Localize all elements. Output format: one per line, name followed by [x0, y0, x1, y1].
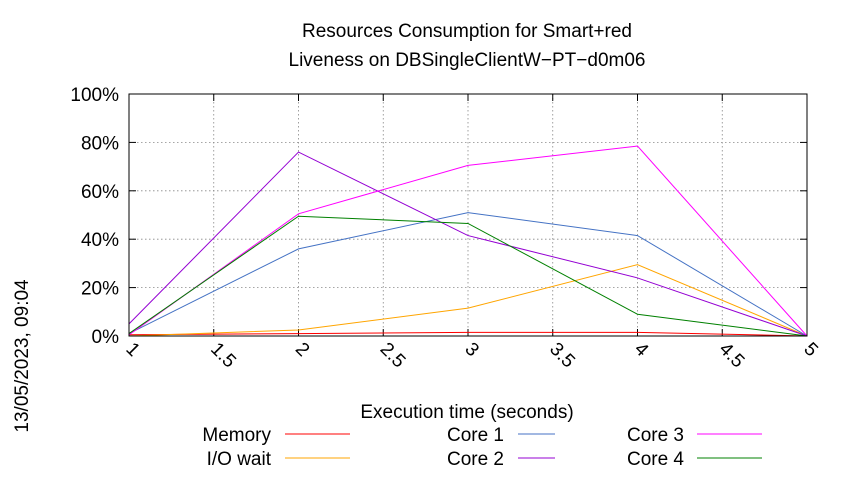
x-tick-label: 1: [121, 339, 143, 361]
x-tick-label: 3: [460, 339, 482, 361]
x-tick-label: 4.5: [715, 339, 749, 373]
grid: [129, 94, 807, 336]
legend-label-core-2: Core 2: [447, 449, 504, 470]
series-line-core-2: [128, 151, 808, 337]
x-tick-label: 2.5: [376, 339, 410, 373]
x-tick-label: 3.5: [545, 339, 579, 373]
y-tick-label: 60%: [81, 182, 119, 203]
legend-label-i-o-wait: I/O wait: [207, 449, 272, 470]
x-axis-ticks: 1 1.5 2 2.5 3 3.5 4 4.5 5: [121, 94, 822, 373]
x-axis-label: Execution time (seconds): [360, 402, 573, 423]
series-line-i-o-wait: [128, 264, 808, 337]
y-tick-label: 20%: [81, 279, 119, 300]
series-line-core-4: [128, 215, 808, 337]
legend-label-core-4: Core 4: [627, 449, 684, 470]
y-tick-label: 0%: [92, 327, 120, 348]
series-lines: [128, 145, 808, 337]
legend-label-core-3: Core 3: [627, 425, 684, 446]
y-tick-label: 80%: [81, 133, 119, 154]
legend: Memory I/O wait Core 1 Core 2 Core 3 Core 4: [202, 425, 762, 470]
y-tick-label: 100%: [70, 85, 119, 106]
chart-title-line-1: Resources Consumption for Smart+red: [302, 21, 632, 42]
series-line-core-3: [128, 145, 808, 337]
x-tick-label: 2: [291, 339, 313, 361]
y-axis-ticks: 0% 20% 40% 60% 80% 100%: [70, 85, 807, 348]
y-tick-label: 40%: [81, 230, 119, 251]
x-tick-label: 4: [630, 339, 653, 362]
series-line-memory: [128, 331, 808, 337]
side-timestamp: 13/05/2023, 09:04: [12, 279, 33, 433]
plot-frame: [128, 93, 808, 337]
x-tick-label: 5: [799, 339, 821, 361]
legend-label-core-1: Core 1: [447, 425, 504, 446]
x-tick-label: 1.5: [206, 339, 240, 373]
legend-label-memory: Memory: [202, 425, 271, 446]
chart-title-line-2: Liveness on DBSingleClientW−PT−d0m06: [289, 50, 646, 71]
series-line-core-1: [128, 212, 808, 337]
